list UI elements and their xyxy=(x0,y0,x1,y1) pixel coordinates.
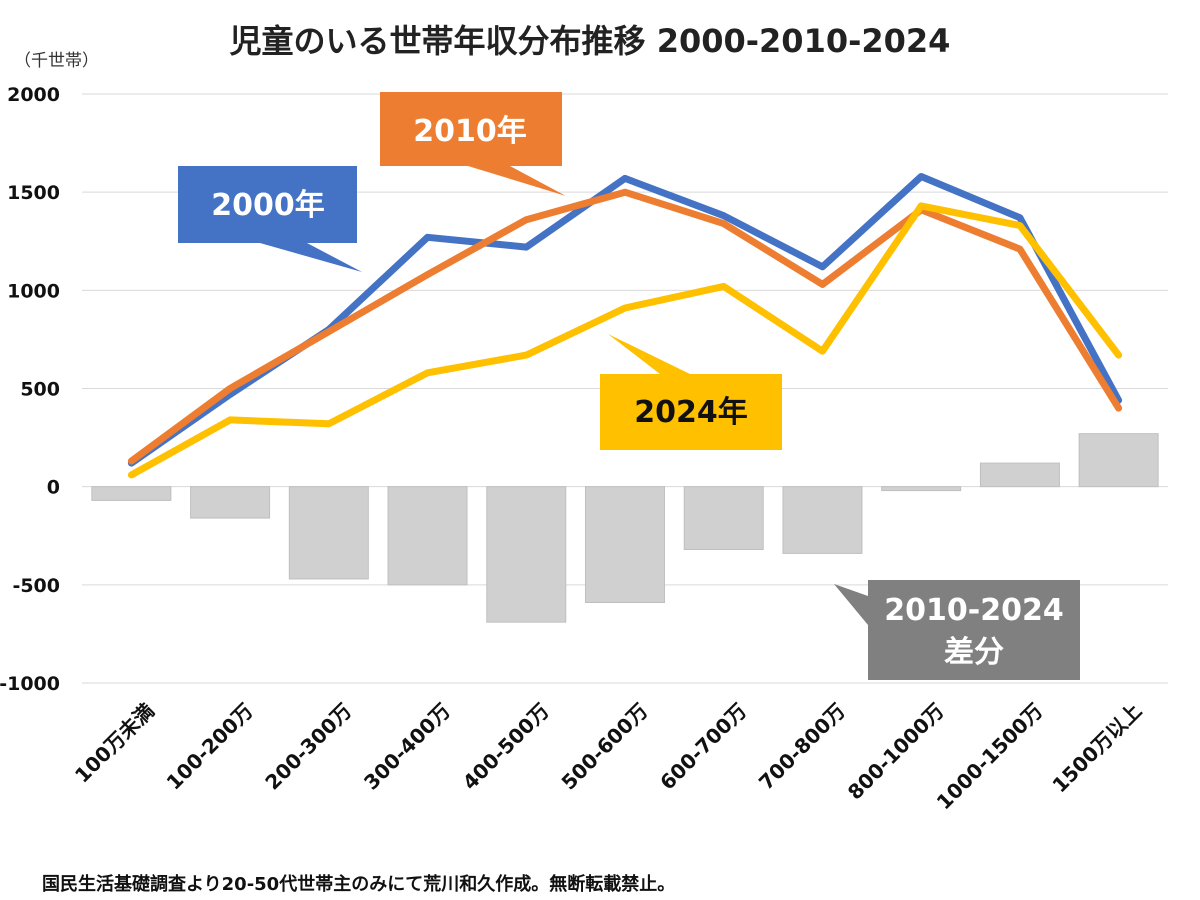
diff-bar xyxy=(387,486,468,586)
x-tick-label: 1000-1500万 xyxy=(932,699,1048,815)
callout-diff-label-1: 2010-2024 xyxy=(884,593,1063,628)
y-tick-label: 1500 xyxy=(7,182,60,204)
chart-title: 児童のいる世帯年収分布推移 2000-2010-2024 xyxy=(230,22,951,60)
callout-2000-box xyxy=(178,166,362,272)
series-lines xyxy=(127,173,1123,479)
diff-bar xyxy=(585,486,665,604)
x-tick-label: 500-600万 xyxy=(557,699,653,795)
series-line-2010年 xyxy=(127,188,1123,465)
callout-2000-label: 2000年 xyxy=(211,188,325,223)
y-tick-label: 500 xyxy=(20,379,60,401)
y-unit-label: （千世帯） xyxy=(14,51,99,71)
diff-bar xyxy=(190,486,271,519)
callout-diff-box xyxy=(834,580,1080,680)
y-tick-label: -1000 xyxy=(0,673,60,695)
y-tick-label: 0 xyxy=(47,477,60,499)
callout-2000: 2000年 xyxy=(178,166,362,272)
y-axis-ticks: 2000 1500 1000 500 0 -500 -1000 xyxy=(0,84,60,695)
callout-2024-box xyxy=(600,334,782,450)
callout-2010-box xyxy=(380,92,566,196)
diff-bar xyxy=(1078,433,1159,488)
callout-2010-label: 2010年 xyxy=(413,114,527,149)
diff-bar xyxy=(979,462,1060,488)
callout-diff-label-2: 差分 xyxy=(944,635,1004,670)
y-tick-label: -500 xyxy=(12,575,60,597)
callout-2024: 2024年 xyxy=(600,334,782,450)
y-tick-label: 1000 xyxy=(7,280,60,302)
x-tick-label: 100-200万 xyxy=(162,699,258,795)
x-tick-label: 200-300万 xyxy=(260,699,356,795)
x-tick-label: 100万未満 xyxy=(70,699,159,788)
diff-bar xyxy=(881,486,962,492)
series-line-2024年 xyxy=(127,202,1123,479)
y-tick-label: 2000 xyxy=(7,84,60,106)
x-tick-label: 600-700万 xyxy=(655,699,751,795)
diff-bar xyxy=(683,486,764,550)
diff-bar xyxy=(782,486,863,554)
footer-note: 国民生活基礎調査より20-50代世帯主のみにて荒川和久作成。無断転載禁止。 xyxy=(42,873,675,895)
x-axis-ticks: 100万未満 100-200万 200-300万 300-400万 400-500万 50… xyxy=(70,699,1146,815)
difference-bars xyxy=(91,433,1159,623)
x-tick-label: 1500万以上 xyxy=(1047,699,1146,798)
callout-2010: 2010年 xyxy=(380,92,566,196)
x-tick-label: 700-800万 xyxy=(754,699,850,795)
callout-2024-label: 2024年 xyxy=(634,395,748,430)
x-tick-label: 800-1000万 xyxy=(843,699,949,805)
diff-bar xyxy=(288,486,369,580)
callout-diff: 2010-2024 差分 xyxy=(834,580,1080,680)
diff-bar xyxy=(91,486,172,501)
x-tick-label: 300-400万 xyxy=(359,699,455,795)
callouts: 2000年 2010年 2024年 2010-2024 差分 xyxy=(178,92,1080,680)
diff-bar xyxy=(486,486,567,623)
x-tick-label: 400-500万 xyxy=(458,699,554,795)
